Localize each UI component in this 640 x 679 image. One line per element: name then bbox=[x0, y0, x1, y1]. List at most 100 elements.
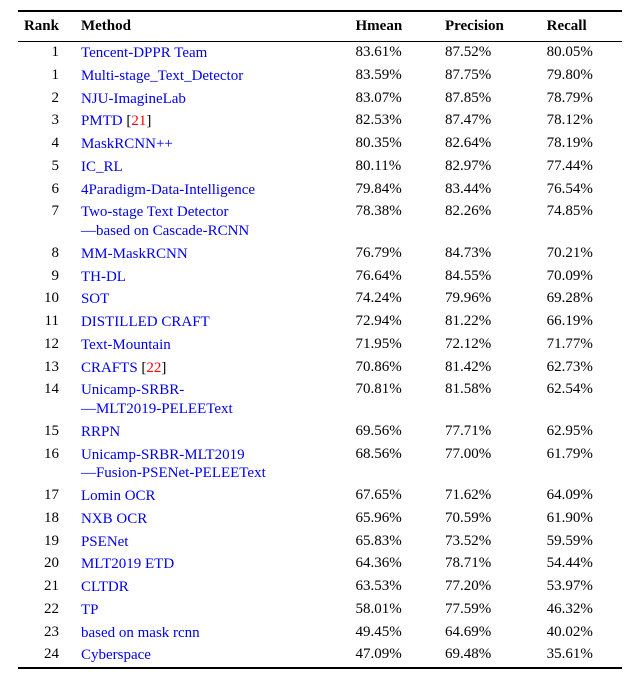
method-link[interactable]: Two-stage Text Detector bbox=[81, 204, 229, 220]
cell-precision: 78.71% bbox=[441, 553, 543, 576]
cell-rank: 10 bbox=[18, 288, 77, 311]
cell-recall: 53.97% bbox=[543, 576, 622, 599]
cell-precision: 82.64% bbox=[441, 133, 543, 156]
method-text: NXB OCR bbox=[81, 511, 147, 527]
cell-recall: 78.12% bbox=[543, 110, 622, 133]
cell-precision: 84.73% bbox=[441, 243, 543, 266]
method-link[interactable]: MM-MaskRCNN bbox=[81, 246, 188, 262]
cell-hmean: 67.65% bbox=[352, 485, 441, 508]
table-row: 64Paradigm-Data-Intelligence79.84%83.44%… bbox=[18, 179, 622, 202]
method-link[interactable]: CLTDR bbox=[81, 579, 129, 595]
method-link[interactable]: —MLT2019-PELEEText bbox=[81, 401, 233, 417]
method-link[interactable]: PMTD bbox=[81, 113, 123, 129]
cell-method: MLT2019 ETD bbox=[77, 553, 352, 576]
method-link[interactable]: RRPN bbox=[81, 424, 120, 440]
method-link[interactable]: TP bbox=[81, 602, 99, 618]
method-link[interactable]: Unicamp-SRBR- bbox=[81, 382, 184, 398]
method-link[interactable]: MLT2019 ETD bbox=[81, 556, 174, 572]
table-row: 8MM-MaskRCNN76.79%84.73%70.21% bbox=[18, 243, 622, 266]
cell-rank: 3 bbox=[18, 110, 77, 133]
table-row: 18NXB OCR65.96%70.59%61.90% bbox=[18, 508, 622, 531]
table-row: 7Two-stage Text Detector —based on Cascad… bbox=[18, 201, 622, 243]
cell-rank: 7 bbox=[18, 201, 77, 243]
cell-hmean: 49.45% bbox=[352, 622, 441, 645]
cell-method: PSENet bbox=[77, 531, 352, 554]
col-precision: Precision bbox=[441, 11, 543, 42]
table-row: 13CRAFTS [22]70.86%81.42%62.73% bbox=[18, 357, 622, 380]
cell-method: DISTILLED CRAFT bbox=[77, 311, 352, 334]
cell-precision: 82.26% bbox=[441, 201, 543, 243]
method-link[interactable]: TH-DL bbox=[81, 269, 126, 285]
method-link[interactable]: SOT bbox=[81, 291, 109, 307]
cell-method: Text-Mountain bbox=[77, 334, 352, 357]
table-row: 19PSENet65.83%73.52%59.59% bbox=[18, 531, 622, 554]
method-link[interactable]: PSENet bbox=[81, 534, 129, 550]
cell-hmean: 80.11% bbox=[352, 156, 441, 179]
method-link[interactable]: NJU-ImagineLab bbox=[81, 91, 186, 107]
cell-method: Unicamp-SRBR- —MLT2019-PELEEText bbox=[77, 379, 352, 421]
cell-method: CLTDR bbox=[77, 576, 352, 599]
method-text: Cyberspace bbox=[81, 647, 151, 663]
table-row: 23based on mask rcnn49.45%64.69%40.02% bbox=[18, 622, 622, 645]
method-link[interactable]: Multi-stage_Text_Detector bbox=[81, 68, 243, 84]
cell-hmean: 76.79% bbox=[352, 243, 441, 266]
method-link[interactable]: NXB OCR bbox=[81, 511, 147, 527]
method-text: MaskRCNN++ bbox=[81, 136, 173, 152]
cell-hmean: 58.01% bbox=[352, 599, 441, 622]
cell-precision: 69.48% bbox=[441, 644, 543, 668]
method-text: SOT bbox=[81, 291, 109, 307]
method-link[interactable]: —based on Cascade-RCNN bbox=[81, 223, 249, 239]
cell-rank: 20 bbox=[18, 553, 77, 576]
cell-method: Tencent-DPPR Team bbox=[77, 42, 352, 65]
cell-method: MaskRCNN++ bbox=[77, 133, 352, 156]
cell-precision: 77.71% bbox=[441, 421, 543, 444]
cell-recall: 77.44% bbox=[543, 156, 622, 179]
cell-hmean: 83.59% bbox=[352, 65, 441, 88]
cell-method: IC_RL bbox=[77, 156, 352, 179]
cell-method: Two-stage Text Detector —based on Cascade… bbox=[77, 201, 352, 243]
cell-recall: 78.79% bbox=[543, 88, 622, 111]
cell-precision: 81.42% bbox=[441, 357, 543, 380]
col-method: Method bbox=[77, 11, 352, 42]
cell-recall: 35.61% bbox=[543, 644, 622, 668]
method-link[interactable]: Tencent-DPPR Team bbox=[81, 45, 207, 61]
method-text: IC_RL bbox=[81, 159, 123, 175]
method-link[interactable]: Text-Mountain bbox=[81, 337, 171, 353]
col-recall: Recall bbox=[543, 11, 622, 42]
cell-hmean: 68.56% bbox=[352, 444, 441, 486]
table-row: 1Tencent-DPPR Team83.61%87.52%80.05% bbox=[18, 42, 622, 65]
cell-precision: 81.22% bbox=[441, 311, 543, 334]
method-link[interactable]: MaskRCNN++ bbox=[81, 136, 173, 152]
cell-hmean: 79.84% bbox=[352, 179, 441, 202]
cell-method: Lomin OCR bbox=[77, 485, 352, 508]
cell-method: 4Paradigm-Data-Intelligence bbox=[77, 179, 352, 202]
method-link[interactable]: CRAFTS bbox=[81, 360, 138, 376]
method-link[interactable]: Cyberspace bbox=[81, 647, 151, 663]
method-link[interactable]: DISTILLED CRAFT bbox=[81, 314, 210, 330]
cell-hmean: 74.24% bbox=[352, 288, 441, 311]
method-text: —MLT2019-PELEEText bbox=[81, 401, 233, 417]
method-link[interactable]: Unicamp-SRBR-MLT2019 bbox=[81, 447, 245, 463]
table-row: 21CLTDR63.53%77.20%53.97% bbox=[18, 576, 622, 599]
cell-recall: 62.73% bbox=[543, 357, 622, 380]
cell-method: PMTD [21] bbox=[77, 110, 352, 133]
table-row: 12Text-Mountain71.95%72.12%71.77% bbox=[18, 334, 622, 357]
col-hmean: Hmean bbox=[352, 11, 441, 42]
reference-number[interactable]: 21 bbox=[131, 113, 146, 129]
method-link[interactable]: based on mask rcnn bbox=[81, 625, 200, 641]
method-link[interactable]: —Fusion-PSENet-PELEEText bbox=[81, 465, 266, 481]
table-row: 17Lomin OCR67.65%71.62%64.09% bbox=[18, 485, 622, 508]
method-link[interactable]: IC_RL bbox=[81, 159, 123, 175]
cell-rank: 16 bbox=[18, 444, 77, 486]
cell-method: NXB OCR bbox=[77, 508, 352, 531]
table-row: 9TH-DL76.64%84.55%70.09% bbox=[18, 266, 622, 289]
method-link[interactable]: 4Paradigm-Data-Intelligence bbox=[81, 182, 255, 198]
reference-number[interactable]: 22 bbox=[146, 360, 161, 376]
cell-hmean: 64.36% bbox=[352, 553, 441, 576]
cell-method: CRAFTS [22] bbox=[77, 357, 352, 380]
cell-rank: 12 bbox=[18, 334, 77, 357]
cell-rank: 21 bbox=[18, 576, 77, 599]
method-text: NJU-ImagineLab bbox=[81, 91, 186, 107]
method-link[interactable]: Lomin OCR bbox=[81, 488, 156, 504]
cell-recall: 40.02% bbox=[543, 622, 622, 645]
